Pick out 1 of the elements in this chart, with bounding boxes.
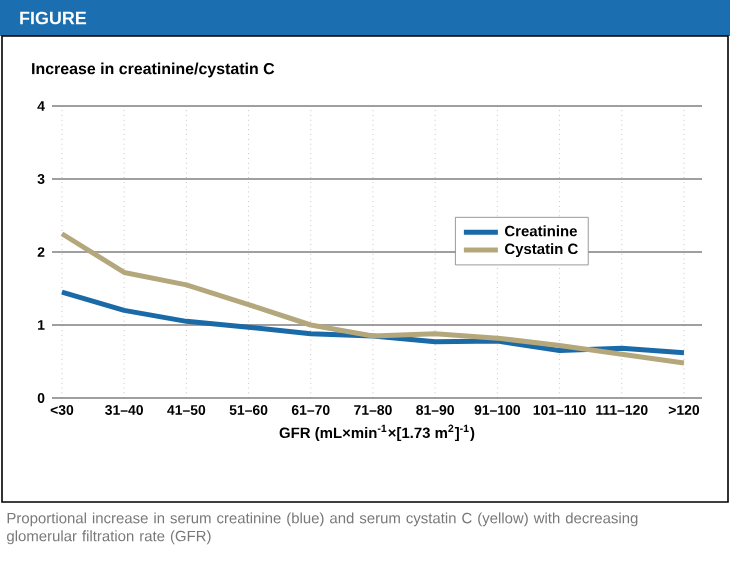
text: FIGURE [20, 11, 87, 25]
